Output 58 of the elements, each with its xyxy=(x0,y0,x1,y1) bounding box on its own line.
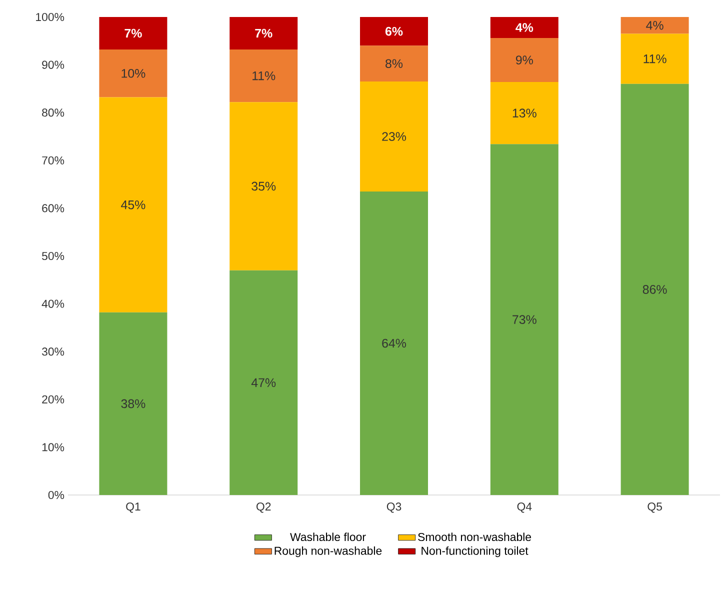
data-label: 38% xyxy=(121,399,146,408)
data-label: 11% xyxy=(644,54,666,64)
bar xyxy=(620,84,689,495)
data-label: 73% xyxy=(512,315,536,324)
y-tick-label: 60% xyxy=(42,204,64,212)
bar xyxy=(230,270,298,495)
y-tick-label: 80% xyxy=(42,108,64,117)
data-label: 11% xyxy=(252,71,276,80)
bar xyxy=(360,82,428,192)
bar xyxy=(490,82,558,144)
data-label: 4% xyxy=(516,23,534,32)
bar xyxy=(99,16,168,50)
y-tick-label: 30% xyxy=(42,348,64,356)
x-tick-label: Q3 xyxy=(386,502,402,513)
legend-label: Washable floor xyxy=(290,532,366,542)
data-label: 13% xyxy=(512,108,536,118)
data-label: 9% xyxy=(516,56,533,64)
bar xyxy=(230,102,298,270)
data-label: 7% xyxy=(124,28,142,38)
y-tick-label: 70% xyxy=(42,156,64,164)
data-label: 86% xyxy=(642,285,667,294)
bar xyxy=(490,38,558,82)
x-tick-label: Q5 xyxy=(648,502,662,513)
bar xyxy=(490,144,558,495)
y-tick-label: 50% xyxy=(42,252,64,260)
bar xyxy=(230,50,298,102)
bar xyxy=(360,46,428,82)
x-tick-label: Q4 xyxy=(517,502,532,513)
y-tick-label: 90% xyxy=(42,60,64,69)
data-label: 47% xyxy=(251,378,276,388)
x-tick-label: Q2 xyxy=(256,502,271,513)
data-label: 64% xyxy=(382,338,406,348)
data-label: 8% xyxy=(386,59,403,68)
data-label: 45% xyxy=(121,200,146,210)
legend-label: Smooth non-washable xyxy=(418,532,531,542)
bar xyxy=(230,16,298,50)
bar xyxy=(99,312,168,495)
bar xyxy=(360,16,428,46)
y-tick-label: 10% xyxy=(42,443,64,452)
x-tick-label: Q1 xyxy=(126,502,140,513)
bar xyxy=(360,191,428,495)
bar xyxy=(620,34,689,84)
y-tick-label: 20% xyxy=(42,395,64,404)
data-label: 7% xyxy=(255,28,272,38)
data-label: 35% xyxy=(252,182,276,191)
y-tick-label: 100% xyxy=(36,12,64,22)
legend-label: Non-functioning toilet xyxy=(422,546,528,558)
bar xyxy=(620,16,689,34)
y-tick-label: 0% xyxy=(48,490,64,500)
data-label: 6% xyxy=(385,26,403,36)
bar xyxy=(99,50,168,98)
bar xyxy=(490,16,558,38)
legend-label: Rough non-washable xyxy=(274,546,382,558)
bar xyxy=(99,97,168,312)
data-label: 4% xyxy=(646,21,664,30)
data-label: 23% xyxy=(382,132,406,141)
y-tick-label: 40% xyxy=(42,300,64,308)
data-label: 10% xyxy=(122,68,146,78)
